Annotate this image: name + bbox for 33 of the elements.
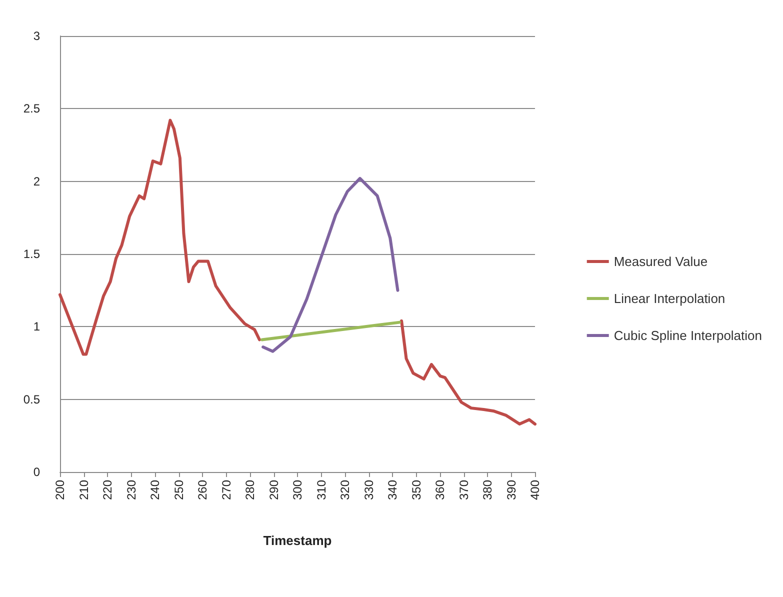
- legend-label: Measured Value: [614, 254, 708, 269]
- y-tick-label: 2: [33, 174, 40, 188]
- y-tick-label: 1: [33, 320, 40, 334]
- x-tick-label: 200: [53, 480, 67, 500]
- x-axis-title: Timestamp: [263, 533, 332, 548]
- x-tick-label: 310: [314, 480, 328, 500]
- x-tick-label: 350: [409, 480, 424, 500]
- x-tick-label: 230: [124, 480, 138, 500]
- y-tick-label: 2.5: [23, 102, 40, 116]
- y-tick-label: 1.5: [23, 247, 40, 261]
- x-tick-label: 240: [148, 480, 162, 500]
- x-tick-label: 390: [504, 480, 518, 500]
- x-tick-label: 370: [456, 480, 471, 500]
- y-tick-label: 3: [33, 29, 40, 43]
- legend-label: Cubic Spline Interpolation: [614, 328, 762, 343]
- x-tick-label: 400: [528, 480, 542, 500]
- x-tick-label: 380: [480, 480, 494, 500]
- legend-label: Linear Interpolation: [614, 291, 726, 306]
- y-tick-label: 0: [33, 465, 40, 479]
- x-tick-label: 330: [362, 480, 376, 500]
- x-tick-label: 320: [338, 480, 352, 500]
- line-series: [262, 176, 400, 353]
- x-tick-label: 290: [266, 480, 281, 500]
- x-tick-label: 250: [172, 480, 186, 500]
- x-tick-label: 360: [433, 480, 447, 500]
- x-tick-label: 260: [196, 480, 210, 500]
- x-tick-label: 340: [386, 480, 400, 500]
- x-tick-label: 210: [76, 480, 91, 500]
- x-tick-label: 280: [243, 480, 257, 500]
- x-tick-label: 220: [100, 480, 114, 500]
- x-tick-label: 300: [290, 480, 304, 500]
- y-tick-label: 0.5: [23, 392, 40, 406]
- x-tick-label: 270: [219, 480, 234, 500]
